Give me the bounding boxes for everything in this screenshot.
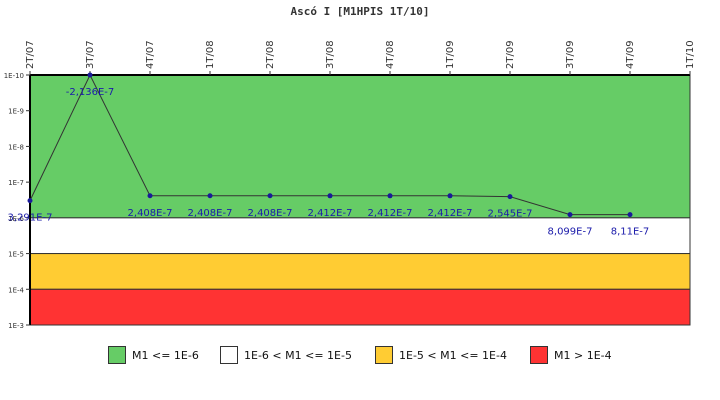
x-tick-label: 4T/08 xyxy=(385,40,396,69)
data-point xyxy=(627,212,633,218)
x-tick-label: 1T/09 xyxy=(445,40,456,69)
x-tick-label: 4T/09 xyxy=(625,40,636,69)
chart-plot: Ascó I [M1HPIS 1T/10] 1E-10 1E-9 1E-8 1E-7 1… xyxy=(4,5,696,330)
risk-band-3 xyxy=(29,288,691,326)
data-label: 2,545E-7 xyxy=(488,209,533,220)
data-point xyxy=(567,212,573,218)
y-tick-label: 1E-4 xyxy=(8,286,24,294)
x-tick-label: 1T/10 xyxy=(685,40,696,69)
data-point xyxy=(267,193,273,199)
data-point xyxy=(507,194,513,200)
legend-label-moderate: 1E-6 < M1 <= 1E-5 xyxy=(244,348,352,362)
data-point xyxy=(387,193,393,199)
x-tick-label: 3T/07 xyxy=(85,40,96,69)
data-label: 2,408E-7 xyxy=(188,208,233,219)
legend-item-moderate: 1E-6 < M1 <= 1E-5 xyxy=(220,344,352,366)
legend-item-low: M1 <= 1E-6 xyxy=(108,344,199,366)
data-point xyxy=(207,193,213,199)
data-point xyxy=(147,193,153,199)
legend-label-very-high: M1 > 1E-4 xyxy=(554,348,612,362)
legend-swatch-white xyxy=(220,346,238,364)
legend-label-low: M1 <= 1E-6 xyxy=(132,348,199,362)
x-tick-label: 1T/08 xyxy=(205,40,216,69)
y-tick-label: 1E-8 xyxy=(8,143,24,151)
y-tick-label: 1E-9 xyxy=(8,108,24,116)
y-tick-label: 1E-6 xyxy=(8,215,24,223)
x-tick-label: 2T/08 xyxy=(265,40,276,69)
data-label: 8,099E-7 xyxy=(548,227,593,238)
legend-item-high: 1E-5 < M1 <= 1E-4 xyxy=(375,344,507,366)
y-tick-label: 1E-7 xyxy=(8,179,24,187)
data-label: 3,291E-7 xyxy=(8,213,53,224)
x-tick-label: 2T/07 xyxy=(25,40,36,69)
data-point xyxy=(327,193,333,199)
data-label: 2,412E-7 xyxy=(368,208,413,219)
data-point xyxy=(447,193,453,199)
y-tick-label: 1E-3 xyxy=(8,322,24,330)
x-tick-label: 3T/08 xyxy=(325,40,336,69)
data-point xyxy=(27,198,33,204)
legend-swatch-green xyxy=(108,346,126,364)
data-label: 2,408E-7 xyxy=(128,208,173,219)
data-label: 2,408E-7 xyxy=(248,208,293,219)
legend-swatch-yellow xyxy=(375,346,393,364)
legend-label-high: 1E-5 < M1 <= 1E-4 xyxy=(399,348,507,362)
risk-band-0 xyxy=(29,74,691,219)
data-label: 2,412E-7 xyxy=(308,208,353,219)
risk-band-2 xyxy=(29,253,691,290)
y-tick-label: 1E-5 xyxy=(8,251,24,259)
data-point xyxy=(87,72,93,78)
data-label: 2,412E-7 xyxy=(428,208,473,219)
legend-swatch-red xyxy=(530,346,548,364)
x-tick-label: 4T/07 xyxy=(145,40,156,69)
x-tick-label: 3T/09 xyxy=(565,40,576,69)
x-tick-label: 2T/09 xyxy=(505,40,516,69)
data-label: 8,11E-7 xyxy=(611,227,650,238)
chart-legend: M1 <= 1E-6 1E-6 < M1 <= 1E-5 1E-5 < M1 <… xyxy=(0,344,720,368)
data-label: -2,136E-7 xyxy=(66,87,115,98)
chart-title: Ascó I [M1HPIS 1T/10] xyxy=(290,5,429,18)
legend-item-very-high: M1 > 1E-4 xyxy=(530,344,612,366)
y-tick-label: 1E-10 xyxy=(4,72,24,80)
risk-band-1 xyxy=(29,217,691,255)
